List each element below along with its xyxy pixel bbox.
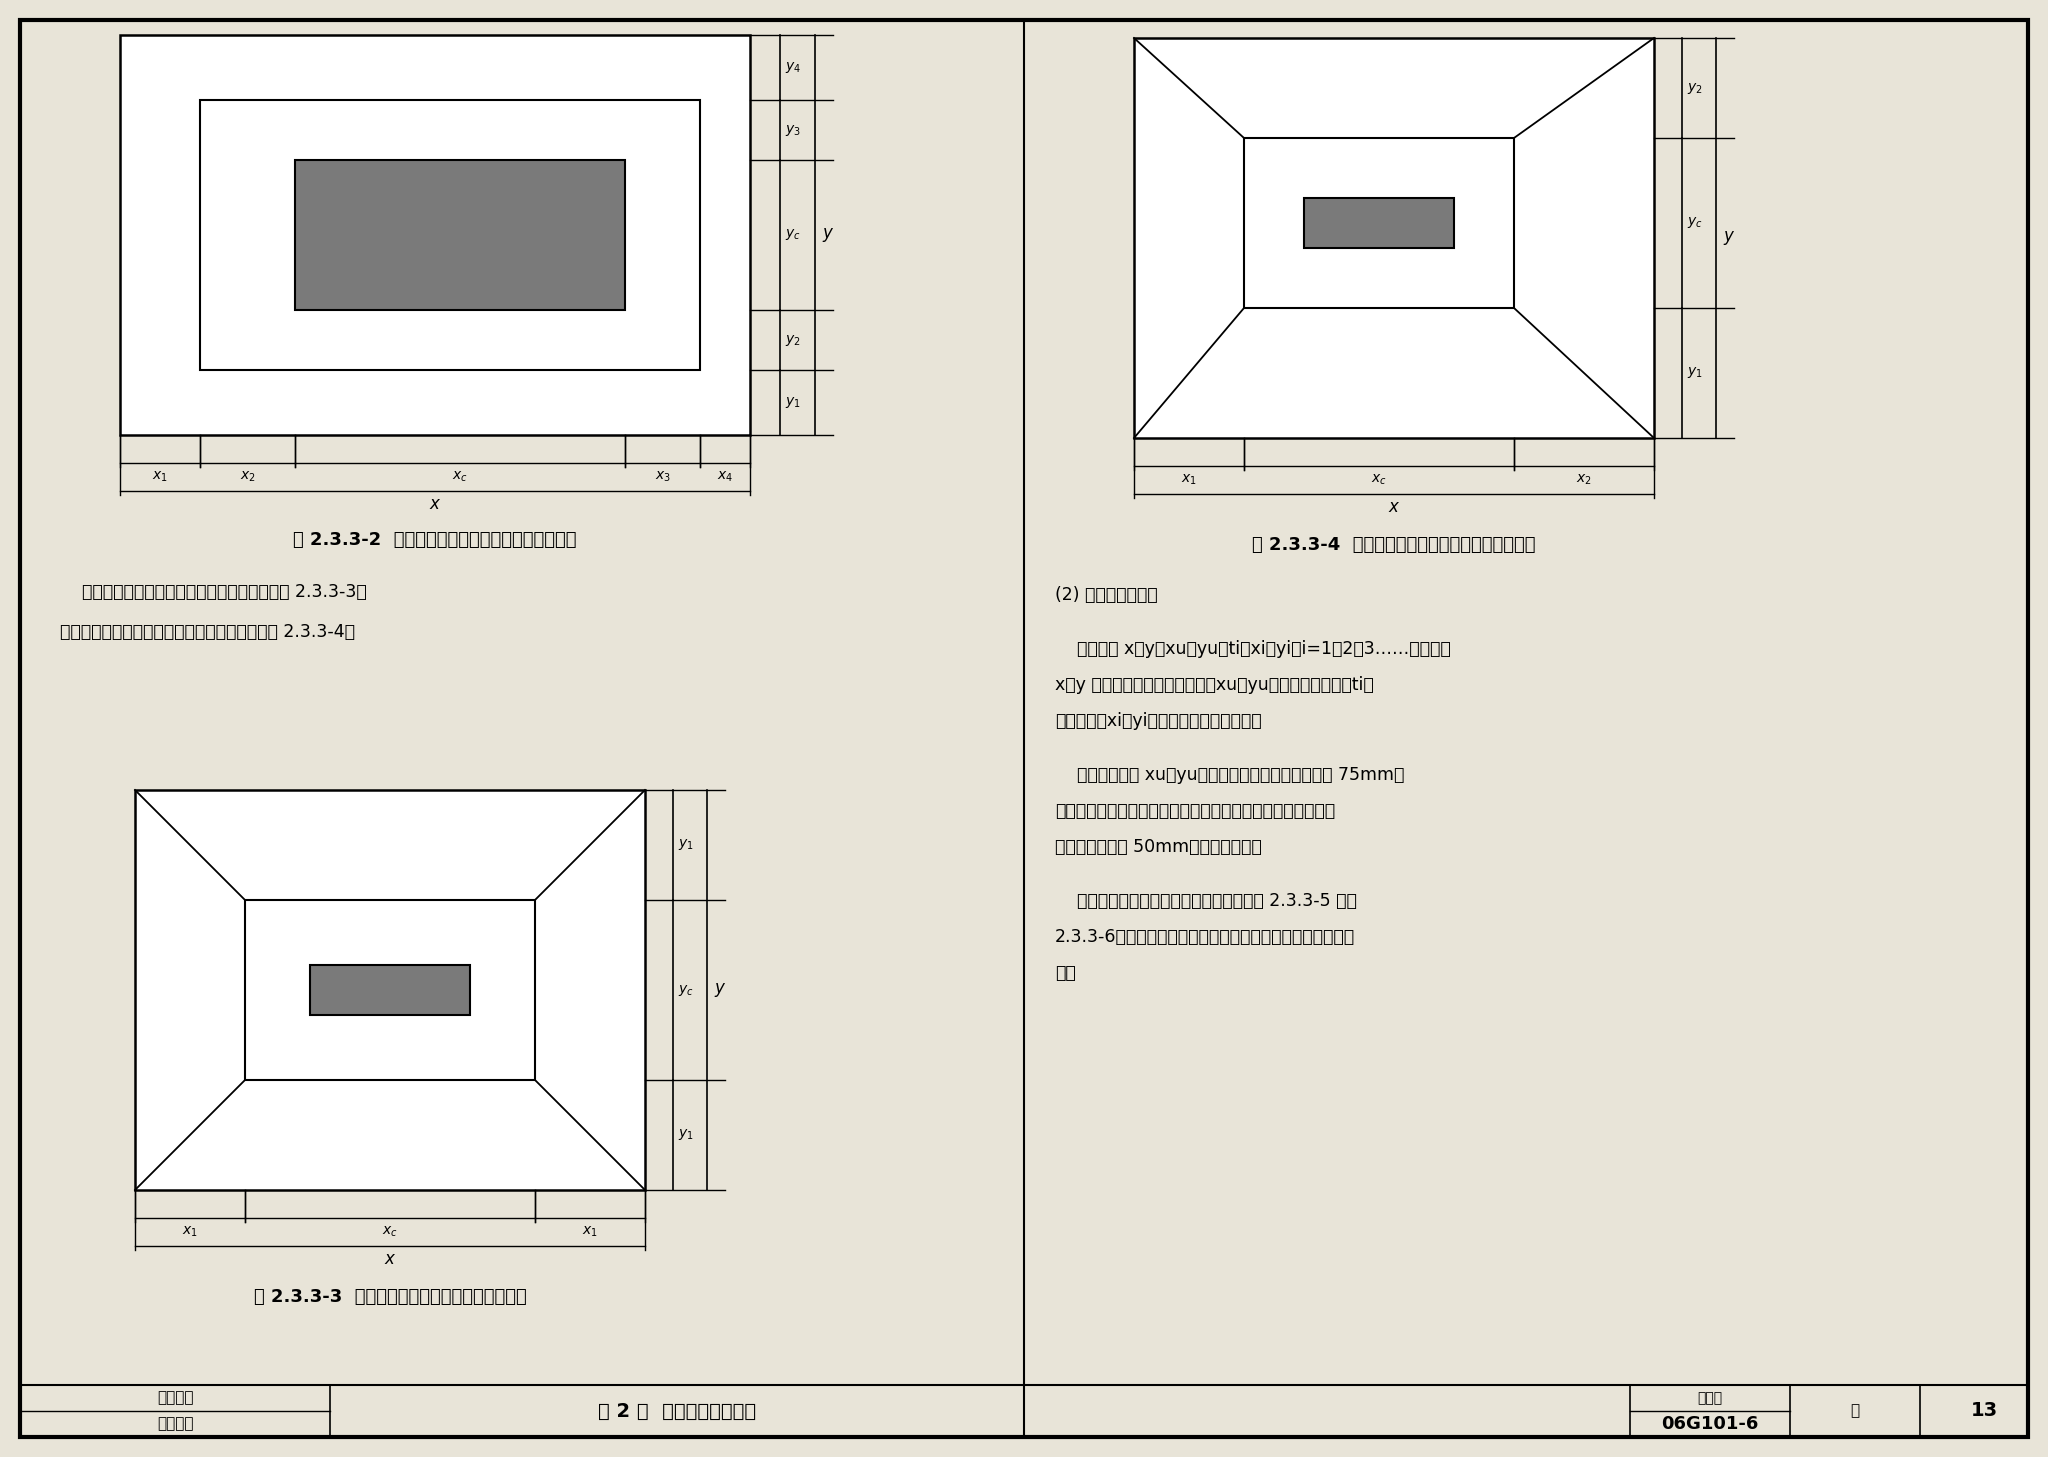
Bar	[309, 965, 469, 1016]
Bar	[135, 790, 645, 1190]
Text: 图集号: 图集号	[1698, 1391, 1722, 1405]
Text: 对称坡形截面普通独立基础的原位标注，见图 2.3.3-3；: 对称坡形截面普通独立基础的原位标注，见图 2.3.3-3；	[59, 583, 367, 600]
Text: $x$: $x$	[428, 497, 440, 513]
Text: x、y 为杯口独立基础两向边长，xu、yu为杯口上口尺寸，ti为: x、y 为杯口独立基础两向边长，xu、yu为杯口上口尺寸，ti为	[1055, 676, 1374, 694]
Text: 图 2.3.3-4  非对称坡形截面普通独立基础原位标注: 图 2.3.3-4 非对称坡形截面普通独立基础原位标注	[1251, 536, 1536, 554]
Text: $y$: $y$	[821, 226, 834, 243]
Text: $x_1$: $x_1$	[1182, 474, 1196, 487]
Text: 06G101-6: 06G101-6	[1661, 1415, 1759, 1434]
Text: $x_3$: $x_3$	[655, 469, 670, 484]
Bar	[201, 101, 700, 370]
Text: $y_2$: $y_2$	[784, 332, 801, 348]
Text: $y_c$: $y_c$	[784, 227, 801, 242]
Text: $y_c$: $y_c$	[678, 982, 694, 998]
Text: $x_1$: $x_1$	[582, 1225, 598, 1240]
Text: $x_c$: $x_c$	[1370, 474, 1386, 487]
Text: $y_4$: $y_4$	[784, 60, 801, 74]
Text: 同。: 同。	[1055, 965, 1075, 982]
Bar	[295, 160, 625, 310]
Text: $x_c$: $x_c$	[453, 469, 467, 484]
Text: 13: 13	[1970, 1402, 1997, 1421]
Text: $x$: $x$	[1389, 500, 1401, 516]
Text: $x$: $x$	[383, 1252, 395, 1269]
Text: $y$: $y$	[715, 981, 727, 1000]
Bar	[1305, 198, 1454, 248]
Text: 第 2 章  独立基础制图规则: 第 2 章 独立基础制图规则	[598, 1402, 756, 1421]
Text: $x_2$: $x_2$	[240, 469, 256, 484]
Text: $x_c$: $x_c$	[383, 1225, 397, 1240]
Bar	[1135, 38, 1655, 439]
Text: 原位标注 x、y、xu、yu、ti、xi、yi，i=1，2，3……。其中，: 原位标注 x、y、xu、yu、ti、xi、yi，i=1，2，3……。其中，	[1055, 640, 1450, 659]
Text: 2.3.3-6。高杯口独立基础的原位标注与杯口独立基础完全相: 2.3.3-6。高杯口独立基础的原位标注与杯口独立基础完全相	[1055, 928, 1356, 946]
Text: 页: 页	[1851, 1403, 1860, 1419]
Text: 制图规则: 制图规则	[158, 1416, 193, 1431]
Bar	[246, 900, 535, 1080]
Text: 尺寸，每边各加 50mm），设计不注。: 尺寸，每边各加 50mm），设计不注。	[1055, 838, 1262, 857]
Text: 杯口下口尺寸按标准构造详图（为插入杯口的相应柱截面边长: 杯口下口尺寸按标准构造详图（为插入杯口的相应柱截面边长	[1055, 801, 1335, 820]
Text: $y_1$: $y_1$	[1688, 366, 1702, 380]
Text: (2) 杯口独立基础：: (2) 杯口独立基础：	[1055, 586, 1157, 605]
Text: $y_3$: $y_3$	[784, 122, 801, 137]
Text: $y_2$: $y_2$	[1688, 80, 1702, 96]
Text: $x_1$: $x_1$	[182, 1225, 199, 1240]
Bar	[1243, 138, 1513, 307]
Text: $y_1$: $y_1$	[784, 395, 801, 409]
Text: 非对称坡形截面普通独立基础的原位标注，见图 2.3.3-4。: 非对称坡形截面普通独立基础的原位标注，见图 2.3.3-4。	[59, 624, 354, 641]
Text: 图 2.3.3-2  非对称阶形截面普通独立基础原位标注: 图 2.3.3-2 非对称阶形截面普通独立基础原位标注	[293, 530, 578, 549]
Text: $x_4$: $x_4$	[717, 469, 733, 484]
Text: $y$: $y$	[1722, 229, 1735, 248]
Text: $y_1$: $y_1$	[678, 838, 694, 852]
Text: 图 2.3.3-3  对称坡形截面普通独立基础原位标注: 图 2.3.3-3 对称坡形截面普通独立基础原位标注	[254, 1288, 526, 1305]
Text: $y_1$: $y_1$	[678, 1128, 694, 1142]
Text: $x_2$: $x_2$	[1577, 474, 1591, 487]
Text: 杯壁厚度，xi、yi为阶宽或坡形截面尺寸。: 杯壁厚度，xi、yi为阶宽或坡形截面尺寸。	[1055, 712, 1262, 730]
Text: 杯口上口尺寸 xu、yu，按柱截面边长两侧双向各加 75mm；: 杯口上口尺寸 xu、yu，按柱截面边长两侧双向各加 75mm；	[1055, 766, 1405, 784]
Text: 阶形截面杯口独立基础的原位标注，见图 2.3.3-5 和图: 阶形截面杯口独立基础的原位标注，见图 2.3.3-5 和图	[1055, 892, 1358, 911]
Text: 第一部分: 第一部分	[158, 1390, 193, 1406]
Text: $y_c$: $y_c$	[1688, 216, 1702, 230]
Bar	[121, 35, 750, 436]
Text: $x_1$: $x_1$	[152, 469, 168, 484]
